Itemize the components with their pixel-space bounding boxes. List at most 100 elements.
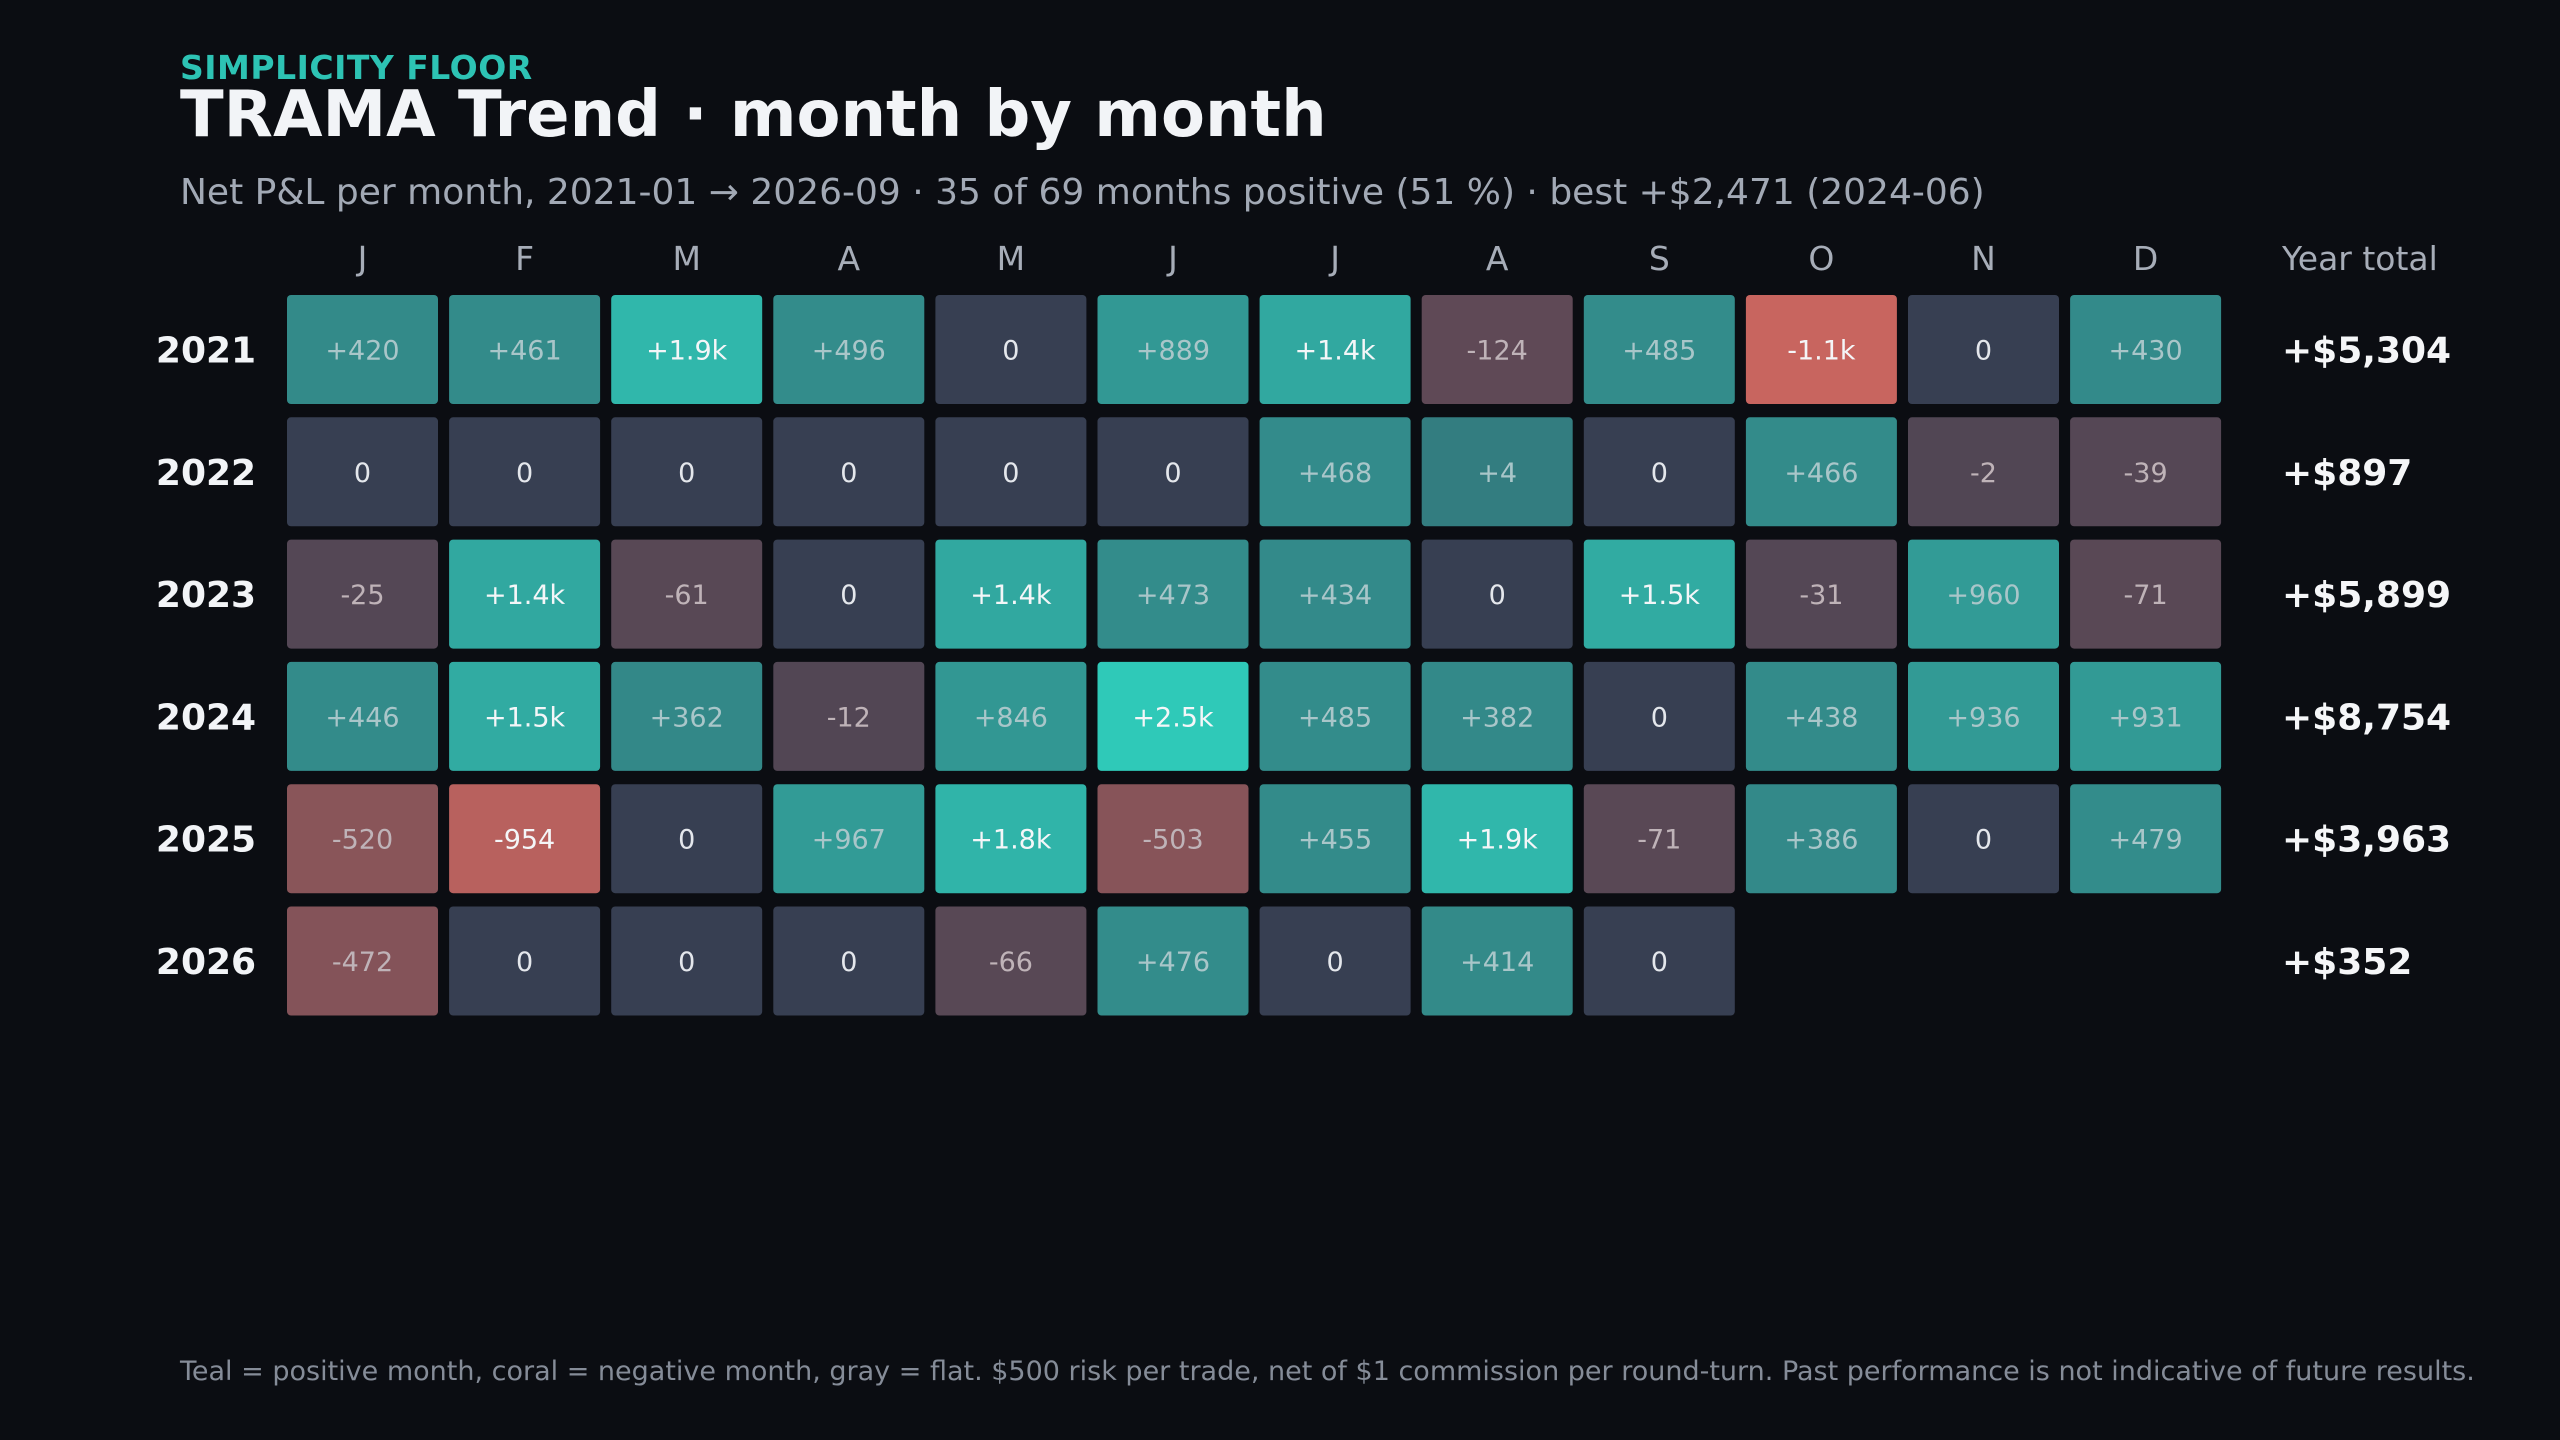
month-label: A — [1486, 239, 1509, 278]
cell-value-label: +1.5k — [1619, 580, 1701, 611]
year-total-value: +$3,963 — [2282, 820, 2451, 861]
cell-value-label: +960 — [1946, 580, 2020, 611]
month-label: D — [2133, 239, 2158, 278]
heatmap-cell — [1421, 539, 1573, 649]
cell-value-label: +1.8k — [970, 825, 1052, 856]
cell-value-label: 0 — [1002, 458, 1019, 489]
cell-value-label: -472 — [332, 947, 393, 978]
heatmap-cell — [935, 295, 1087, 404]
heatmap-cell — [1421, 417, 1573, 527]
heatmap-cell — [1097, 661, 1249, 771]
heatmap-cell — [1583, 784, 1735, 894]
cell-value-label: +446 — [325, 702, 399, 733]
cell-value-label: 0 — [840, 947, 857, 978]
heatmap-cell — [2070, 295, 2222, 404]
cell-value-label: +479 — [2109, 825, 2183, 856]
heatmap-cell — [611, 661, 763, 771]
heatmap-cell — [1908, 295, 2059, 404]
cell-value-label: 0 — [1489, 580, 1506, 611]
cell-value-label: 0 — [840, 458, 857, 489]
cell-value-label: +362 — [650, 702, 724, 733]
heatmap-cell — [1097, 784, 1249, 894]
heatmap-cell — [449, 295, 601, 404]
cell-value-label: 0 — [354, 458, 371, 489]
heatmap-cell — [773, 539, 925, 649]
cell-value-label: 0 — [516, 947, 533, 978]
cell-value-label: 0 — [1975, 336, 1992, 367]
year-total-value: +$8,754 — [2282, 697, 2451, 738]
cell-value-label: -71 — [1637, 825, 1681, 856]
heatmap-cell — [1421, 295, 1573, 404]
cell-value-label: +382 — [1460, 702, 1534, 733]
heatmap-cell — [935, 906, 1087, 1016]
cell-value-label: 0 — [678, 458, 695, 489]
month-label: M — [997, 239, 1025, 278]
heatmap-cell — [773, 906, 925, 1016]
month-label: S — [1649, 239, 1670, 278]
cell-value-label: +496 — [812, 336, 886, 367]
year-label: 2026 — [156, 942, 256, 983]
cell-value-label: 0 — [840, 580, 857, 611]
cell-value-label: 0 — [678, 825, 695, 856]
heatmap-cell — [449, 417, 601, 527]
heatmap-cell — [773, 417, 925, 527]
heatmap-cell — [2070, 539, 2222, 649]
heatmap-cell — [1908, 417, 2059, 527]
heatmap-cell — [1583, 539, 1735, 649]
heatmap-cell — [611, 906, 763, 1016]
heatmap-cell — [1259, 906, 1411, 1016]
cell-value-label: +1.4k — [484, 580, 566, 611]
heatmap-cell — [1421, 661, 1573, 771]
year-total-value: +$352 — [2282, 942, 2412, 983]
eyebrow-label: SIMPLICITY FLOOR — [180, 48, 533, 87]
heatmap-cell — [1259, 295, 1411, 404]
cell-value-label: +430 — [2109, 336, 2183, 367]
heatmap-cell — [287, 539, 438, 649]
year-total-header: Year total — [2281, 239, 2438, 278]
cell-value-label: +455 — [1298, 825, 1372, 856]
heatmap-cell — [1421, 906, 1573, 1016]
cell-value-label: +386 — [1784, 825, 1858, 856]
cell-value-label: 0 — [1651, 458, 1668, 489]
heatmap-cell — [935, 417, 1087, 527]
heatmap-cell — [1097, 295, 1249, 404]
heatmap-cell — [1097, 906, 1249, 1016]
cell-value-label: +485 — [1622, 336, 1696, 367]
cell-value-label: -12 — [827, 702, 871, 733]
cell-value-label: +414 — [1460, 947, 1534, 978]
heatmap-cell — [1259, 539, 1411, 649]
year-label: 2022 — [156, 453, 256, 494]
page-subtitle: Net P&L per month, 2021-01 → 2026-09 · 3… — [180, 172, 1985, 213]
heatmap-cell — [935, 539, 1087, 649]
heatmap-cell — [1259, 784, 1411, 894]
heatmap-cell — [449, 661, 601, 771]
cell-value-label: 0 — [1327, 947, 1344, 978]
heatmap-cell — [287, 661, 438, 771]
heatmap-cell — [2070, 661, 2222, 771]
footnote: Teal = positive month, coral = negative … — [180, 1356, 2475, 1387]
heatmap-cell — [2070, 784, 2222, 894]
cell-value-label: +889 — [1136, 336, 1210, 367]
month-label: O — [1808, 239, 1834, 278]
heatmap-cell — [449, 539, 601, 649]
heatmap-cell — [287, 295, 438, 404]
cell-value-label: +473 — [1136, 580, 1210, 611]
cell-value-label: 0 — [1164, 458, 1181, 489]
heatmap-cell — [1583, 295, 1735, 404]
year-total-value: +$897 — [2282, 453, 2412, 494]
cell-value-label: +846 — [974, 702, 1048, 733]
heatmap-cell — [1097, 539, 1249, 649]
cell-value-label: +468 — [1298, 458, 1372, 489]
heatmap-cell — [935, 661, 1087, 771]
cell-value-label: -520 — [332, 825, 393, 856]
cell-value-label: +420 — [325, 336, 399, 367]
cell-value-label: +936 — [1946, 702, 2020, 733]
heatmap-cell — [611, 539, 763, 649]
heatmap-cell — [611, 784, 763, 894]
heatmap-cell — [773, 661, 925, 771]
heatmap-cell — [1745, 295, 1897, 404]
cell-value-label: 0 — [1975, 825, 1992, 856]
cell-value-label: +1.4k — [970, 580, 1052, 611]
cell-value-label: -71 — [2124, 580, 2168, 611]
